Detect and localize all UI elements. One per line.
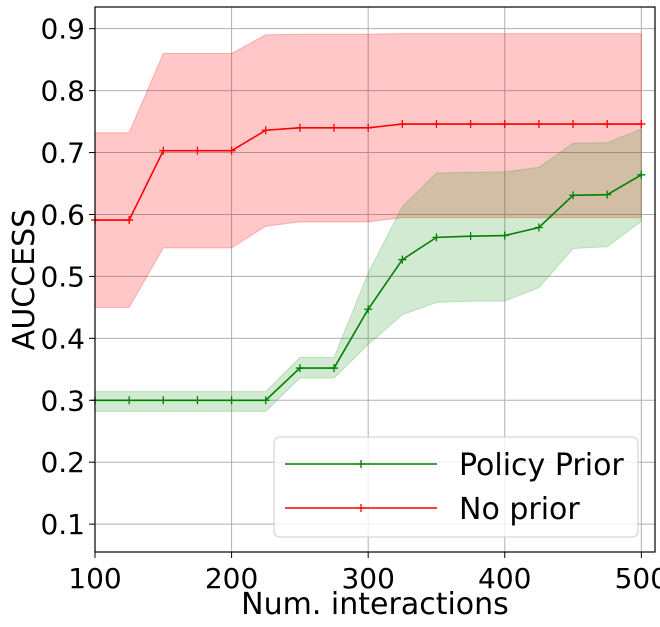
y-tick-label: 0.6 <box>40 198 85 231</box>
x-tick-label: 500 <box>615 562 660 595</box>
data-point <box>295 123 304 132</box>
y-tick-label: 0.9 <box>40 13 85 46</box>
data-point <box>330 123 339 132</box>
x-axis-ticks: 100 200 300 400 500 <box>68 552 660 595</box>
data-point <box>534 223 543 232</box>
data-point <box>398 120 407 129</box>
data-point <box>534 120 543 129</box>
data-point <box>193 396 202 405</box>
data-point <box>398 255 407 264</box>
legend-box <box>273 436 639 538</box>
data-point <box>159 396 168 405</box>
data-point <box>637 170 646 179</box>
data-point <box>261 396 270 405</box>
data-point <box>500 120 509 129</box>
legend-label: No prior <box>459 492 580 527</box>
data-point <box>364 305 373 314</box>
legend: Policy Prior No prior <box>273 436 639 538</box>
band-0 <box>94 128 642 412</box>
data-point <box>227 146 236 155</box>
y-tick-label: 0.7 <box>40 137 85 170</box>
data-point <box>159 146 168 155</box>
y-axis-ticks: 0.1 0.2 0.3 0.4 0.5 0.6 0.7 0.8 0.9 <box>40 13 95 541</box>
x-tick-label: 100 <box>68 562 121 595</box>
legend-label: Policy Prior <box>459 448 624 483</box>
confidence-bands <box>94 33 642 412</box>
band-1 <box>94 33 642 308</box>
data-point <box>603 120 612 129</box>
data-point <box>295 364 304 373</box>
data-point <box>569 191 578 200</box>
y-tick-label: 0.8 <box>40 75 85 108</box>
y-tick-label: 0.3 <box>40 384 85 417</box>
plot-frame <box>94 6 656 553</box>
y-tick-label: 0.4 <box>40 322 85 355</box>
legend-marker <box>357 504 365 512</box>
data-point <box>364 123 373 132</box>
data-point <box>569 120 578 129</box>
data-point <box>603 190 612 199</box>
data-point <box>125 396 134 405</box>
y-tick-label: 0.1 <box>40 508 85 541</box>
data-point <box>432 233 441 242</box>
data-point <box>500 231 509 240</box>
x-tick-label: 300 <box>341 562 394 595</box>
data-point <box>330 364 339 373</box>
data-point <box>125 216 134 225</box>
data-point <box>637 120 646 129</box>
data-point <box>466 120 475 129</box>
y-axis-title: AUCCESS <box>7 209 42 350</box>
series-lines <box>91 120 646 405</box>
x-tick-label: 200 <box>205 562 258 595</box>
legend-marker <box>357 460 365 468</box>
x-axis-title: Num. interactions <box>241 587 509 622</box>
data-point <box>466 232 475 241</box>
data-point <box>227 396 236 405</box>
x-tick-label: 400 <box>478 562 531 595</box>
data-point <box>193 146 202 155</box>
data-point <box>432 120 441 129</box>
y-tick-label: 0.2 <box>40 446 85 479</box>
data-point <box>261 126 270 135</box>
y-tick-label: 0.5 <box>40 260 85 293</box>
